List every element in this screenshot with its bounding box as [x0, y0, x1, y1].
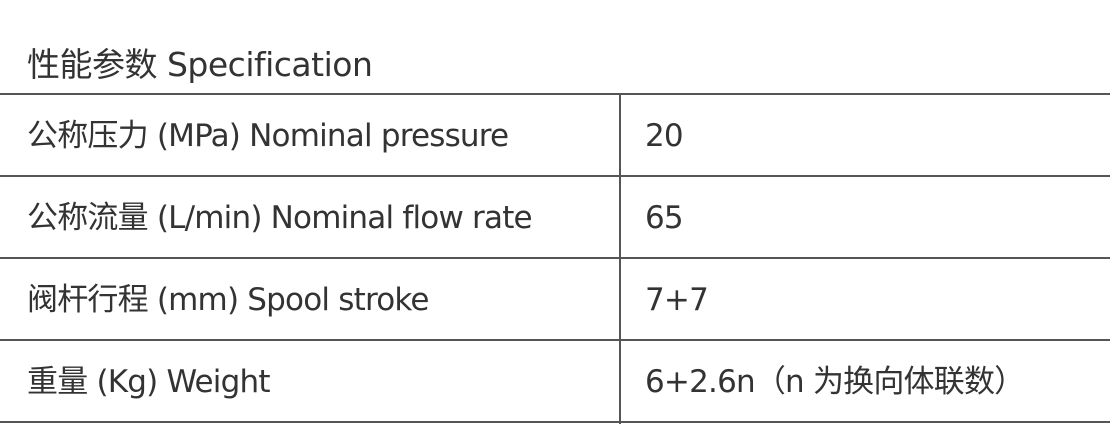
row-label: 重量 (Kg) Weight — [27, 364, 271, 400]
row-value: 65 — [645, 200, 684, 236]
row-rule — [0, 175, 1110, 177]
table-title: 性能参数 Specification — [27, 45, 373, 84]
row-rule — [0, 339, 1110, 341]
row-value: 20 — [645, 118, 684, 154]
row-label: 公称流量 (L/min) Nominal flow rate — [27, 200, 533, 236]
row-label: 公称压力 (MPa) Nominal pressure — [27, 118, 509, 154]
row-rule — [0, 257, 1110, 259]
row-value: 6+2.6n（n 为换向体联数） — [645, 364, 1025, 400]
row-value: 7+7 — [645, 282, 709, 318]
row-rule — [0, 421, 1110, 423]
column-divider — [619, 94, 621, 424]
rule — [0, 93, 1110, 95]
row-label: 阀杆行程 (mm) Spool stroke — [27, 282, 430, 318]
